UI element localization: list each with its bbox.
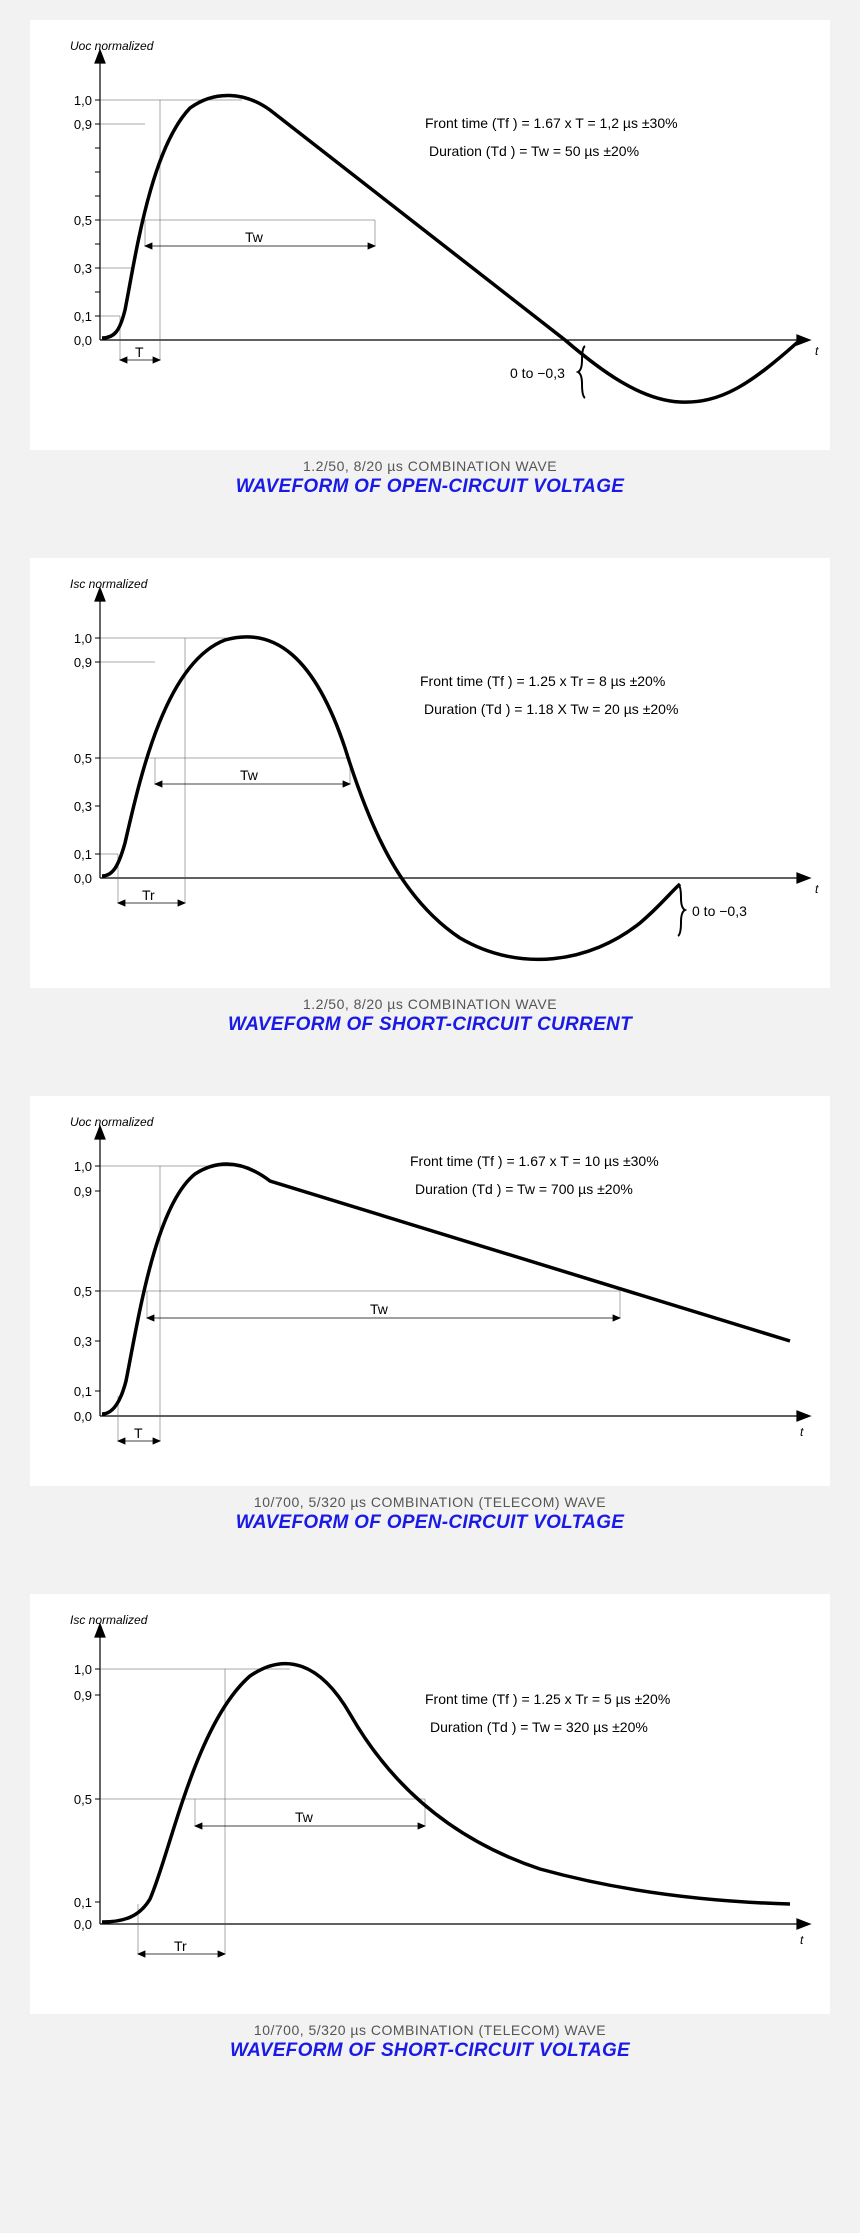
svg-text:0,3: 0,3 [74, 261, 92, 276]
sub-caption: 1.2/50, 8/20 µs COMBINATION WAVE [0, 996, 860, 1012]
svg-text:0,0: 0,0 [74, 333, 92, 348]
svg-text:1,0: 1,0 [74, 1662, 92, 1677]
waveform-svg-2: Isc normalized t 1,0 0,9 0,5 0,3 0,1 0,0… [30, 568, 830, 978]
width-marker-label: Tw [240, 767, 259, 783]
sub-caption: 10/700, 5/320 µs COMBINATION (TELECOM) W… [0, 2022, 860, 2038]
rise-marker-label: T [134, 1425, 143, 1441]
sub-caption: 10/700, 5/320 µs COMBINATION (TELECOM) W… [0, 1494, 860, 1510]
svg-text:0,9: 0,9 [74, 1184, 92, 1199]
width-marker-label: Tw [370, 1301, 389, 1317]
y-axis-label: Isc normalized [70, 577, 148, 591]
rise-marker-label: Tr [142, 887, 155, 903]
front-time-eq: Front time (Tf ) = 1.67 x T = 10 µs ±30% [410, 1153, 659, 1169]
x-axis-label: t [815, 882, 819, 896]
chart-panel-4: Isc normalized t 1,0 0,9 0,5 0,1 0,0 Tr … [30, 1594, 830, 2014]
duration-eq: Duration (Td ) = 1.18 X Tw = 20 µs ±20% [424, 701, 678, 717]
svg-text:0,1: 0,1 [74, 1384, 92, 1399]
main-caption: WAVEFORM OF OPEN-CIRCUIT VOLTAGE [0, 476, 860, 498]
waveform-curve [102, 1164, 790, 1414]
chart-panel-3: Uoc normalized t 1,0 0,9 0,5 0,3 0,1 0,0… [30, 1096, 830, 1486]
duration-eq: Duration (Td ) = Tw = 320 µs ±20% [430, 1719, 648, 1735]
front-time-eq: Front time (Tf ) = 1.25 x Tr = 8 µs ±20% [420, 673, 665, 689]
svg-text:0,5: 0,5 [74, 751, 92, 766]
y-axis-label: Uoc normalized [70, 39, 154, 53]
svg-text:0,3: 0,3 [74, 1334, 92, 1349]
duration-eq: Duration (Td ) = Tw = 50 µs ±20% [429, 143, 639, 159]
y-axis-label: Uoc normalized [70, 1115, 154, 1129]
main-caption: WAVEFORM OF OPEN-CIRCUIT VOLTAGE [0, 1512, 860, 1534]
width-marker-label: Tw [245, 229, 264, 245]
svg-text:0,5: 0,5 [74, 213, 92, 228]
svg-text:0,1: 0,1 [74, 309, 92, 324]
rise-marker-label: Tr [174, 1938, 187, 1954]
rise-marker-label: T [135, 344, 144, 360]
undershoot-label: 0 to −0,3 [510, 365, 565, 381]
front-time-eq: Front time (Tf ) = 1.67 x T = 1,2 µs ±30… [425, 115, 678, 131]
caption-block-1: 1.2/50, 8/20 µs COMBINATION WAVE WAVEFOR… [0, 458, 860, 498]
svg-text:0,9: 0,9 [74, 1688, 92, 1703]
waveform-curve [102, 95, 800, 402]
waveform-svg-3: Uoc normalized t 1,0 0,9 0,5 0,3 0,1 0,0… [30, 1106, 830, 1476]
svg-text:0,0: 0,0 [74, 1409, 92, 1424]
svg-text:1,0: 1,0 [74, 631, 92, 646]
front-time-eq: Front time (Tf ) = 1.25 x Tr = 5 µs ±20% [425, 1691, 670, 1707]
svg-text:0,9: 0,9 [74, 655, 92, 670]
svg-text:0,0: 0,0 [74, 871, 92, 886]
caption-block-3: 10/700, 5/320 µs COMBINATION (TELECOM) W… [0, 1494, 860, 1534]
chart-panel-1: Uoc normalized t 1,0 0,9 0,5 0,3 0,1 0,0 [30, 20, 830, 450]
x-axis-label: t [815, 344, 819, 358]
chart-panel-2: Isc normalized t 1,0 0,9 0,5 0,3 0,1 0,0… [30, 558, 830, 988]
x-axis-label: t [800, 1933, 804, 1947]
main-caption: WAVEFORM OF SHORT-CIRCUIT CURRENT [0, 1014, 860, 1036]
waveform-svg-4: Isc normalized t 1,0 0,9 0,5 0,1 0,0 Tr … [30, 1604, 830, 2004]
duration-eq: Duration (Td ) = Tw = 700 µs ±20% [415, 1181, 633, 1197]
svg-text:0,9: 0,9 [74, 117, 92, 132]
sub-caption: 1.2/50, 8/20 µs COMBINATION WAVE [0, 458, 860, 474]
svg-text:0,3: 0,3 [74, 799, 92, 814]
svg-text:1,0: 1,0 [74, 93, 92, 108]
caption-block-2: 1.2/50, 8/20 µs COMBINATION WAVE WAVEFOR… [0, 996, 860, 1036]
waveform-svg-1: Uoc normalized t 1,0 0,9 0,5 0,3 0,1 0,0 [30, 30, 830, 440]
svg-text:0,1: 0,1 [74, 1895, 92, 1910]
svg-text:0,5: 0,5 [74, 1792, 92, 1807]
caption-block-4: 10/700, 5/320 µs COMBINATION (TELECOM) W… [0, 2022, 860, 2062]
svg-text:0,0: 0,0 [74, 1917, 92, 1932]
main-caption: WAVEFORM OF SHORT-CIRCUIT VOLTAGE [0, 2040, 860, 2062]
svg-text:0,1: 0,1 [74, 847, 92, 862]
x-axis-label: t [800, 1425, 804, 1439]
width-marker-label: Tw [295, 1809, 314, 1825]
svg-text:1,0: 1,0 [74, 1159, 92, 1174]
y-axis-label: Isc normalized [70, 1613, 148, 1627]
undershoot-label: 0 to −0,3 [692, 903, 747, 919]
svg-text:0,5: 0,5 [74, 1284, 92, 1299]
